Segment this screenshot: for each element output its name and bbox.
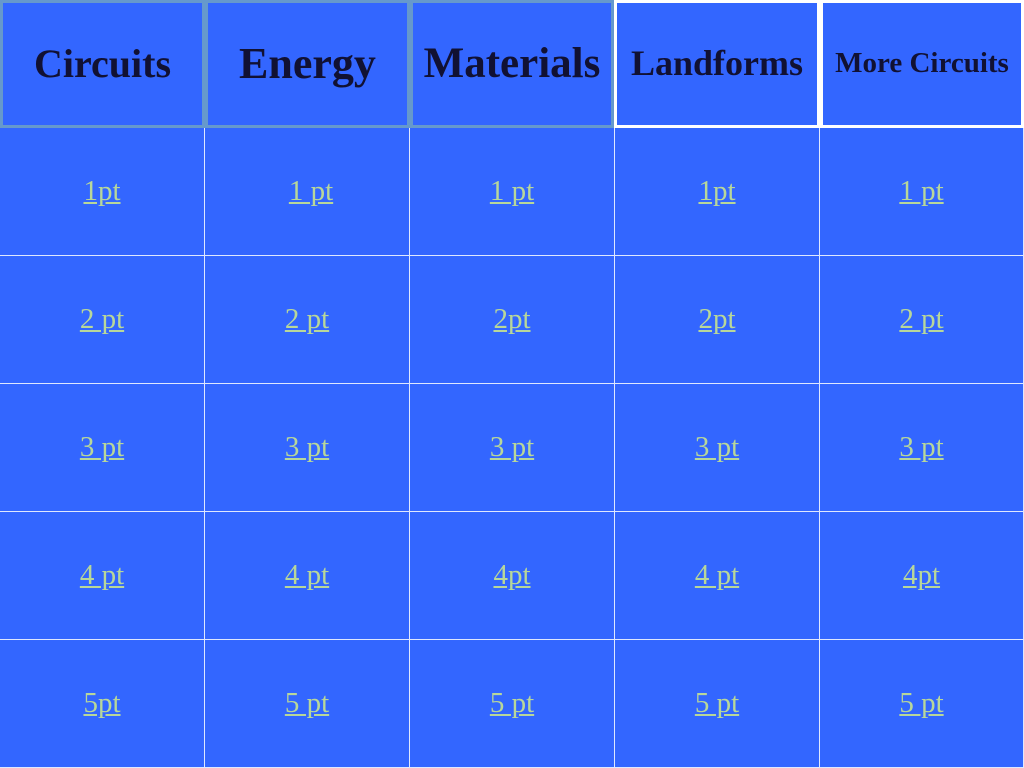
cell-circuits-2: 2 pt [0, 256, 205, 384]
point-link[interactable]: 4pt [902, 559, 941, 591]
point-link[interactable]: 5 pt [489, 687, 535, 719]
cell-more-circuits-5: 5 pt [820, 640, 1024, 768]
cell-circuits-3: 3 pt [0, 384, 205, 512]
point-link[interactable]: 4 pt [79, 559, 125, 591]
point-link[interactable]: 1pt [83, 175, 121, 207]
category-materials: Materials [410, 0, 614, 128]
cell-energy-3: 3 pt [205, 384, 410, 512]
point-link[interactable]: 2pt [493, 303, 531, 335]
point-link[interactable]: 5pt [83, 687, 121, 719]
cell-more-circuits-1: 1 pt [820, 128, 1024, 256]
category-label: Landforms [630, 43, 804, 83]
cell-materials-3: 3 pt [410, 384, 615, 512]
point-link[interactable]: 4pt [493, 559, 531, 591]
cell-energy-5: 5 pt [205, 640, 410, 768]
cell-landforms-2: 2pt [615, 256, 820, 384]
point-link[interactable]: 1 pt [489, 175, 535, 207]
point-link[interactable]: 1 pt [899, 175, 944, 207]
point-link[interactable]: 3 pt [694, 431, 740, 463]
cell-circuits-1: 1pt [0, 128, 205, 256]
cell-landforms-5: 5 pt [615, 640, 820, 768]
cell-circuits-5: 5pt [0, 640, 205, 768]
point-link[interactable]: 3 pt [489, 431, 535, 463]
point-link[interactable]: 2pt [698, 303, 736, 335]
point-link[interactable]: 3 pt [284, 431, 330, 463]
cell-energy-2: 2 pt [205, 256, 410, 384]
cell-energy-4: 4 pt [205, 512, 410, 640]
cell-landforms-1: 1pt [615, 128, 820, 256]
category-landforms: Landforms [614, 0, 820, 128]
category-energy: Energy [205, 0, 410, 128]
cell-landforms-4: 4 pt [615, 512, 820, 640]
cell-more-circuits-4: 4pt [820, 512, 1024, 640]
point-link[interactable]: 2 pt [899, 303, 944, 335]
point-link[interactable]: 1 pt [288, 175, 334, 207]
category-more-circuits: More Circuits [820, 0, 1024, 128]
category-label: Energy [239, 38, 376, 88]
point-link[interactable]: 3 pt [79, 431, 125, 463]
cell-materials-4: 4pt [410, 512, 615, 640]
category-label: More Circuits [835, 46, 1009, 79]
point-link[interactable]: 2 pt [284, 303, 330, 335]
cell-landforms-3: 3 pt [615, 384, 820, 512]
point-link[interactable]: 2 pt [79, 303, 125, 335]
category-label: Circuits [33, 40, 172, 86]
cell-materials-1: 1 pt [410, 128, 615, 256]
point-link[interactable]: 5 pt [899, 687, 944, 719]
point-link[interactable]: 4 pt [694, 559, 740, 591]
point-link[interactable]: 5 pt [284, 687, 330, 719]
point-link[interactable]: 5 pt [694, 687, 740, 719]
cell-materials-2: 2pt [410, 256, 615, 384]
point-link[interactable]: 4 pt [284, 559, 330, 591]
cell-circuits-4: 4 pt [0, 512, 205, 640]
category-circuits: Circuits [0, 0, 205, 128]
cell-more-circuits-2: 2 pt [820, 256, 1024, 384]
point-link[interactable]: 3 pt [899, 431, 944, 463]
cell-energy-1: 1 pt [205, 128, 410, 256]
category-label: Materials [423, 39, 601, 87]
cell-more-circuits-3: 3 pt [820, 384, 1024, 512]
point-link[interactable]: 1pt [698, 175, 736, 207]
cell-materials-5: 5 pt [410, 640, 615, 768]
